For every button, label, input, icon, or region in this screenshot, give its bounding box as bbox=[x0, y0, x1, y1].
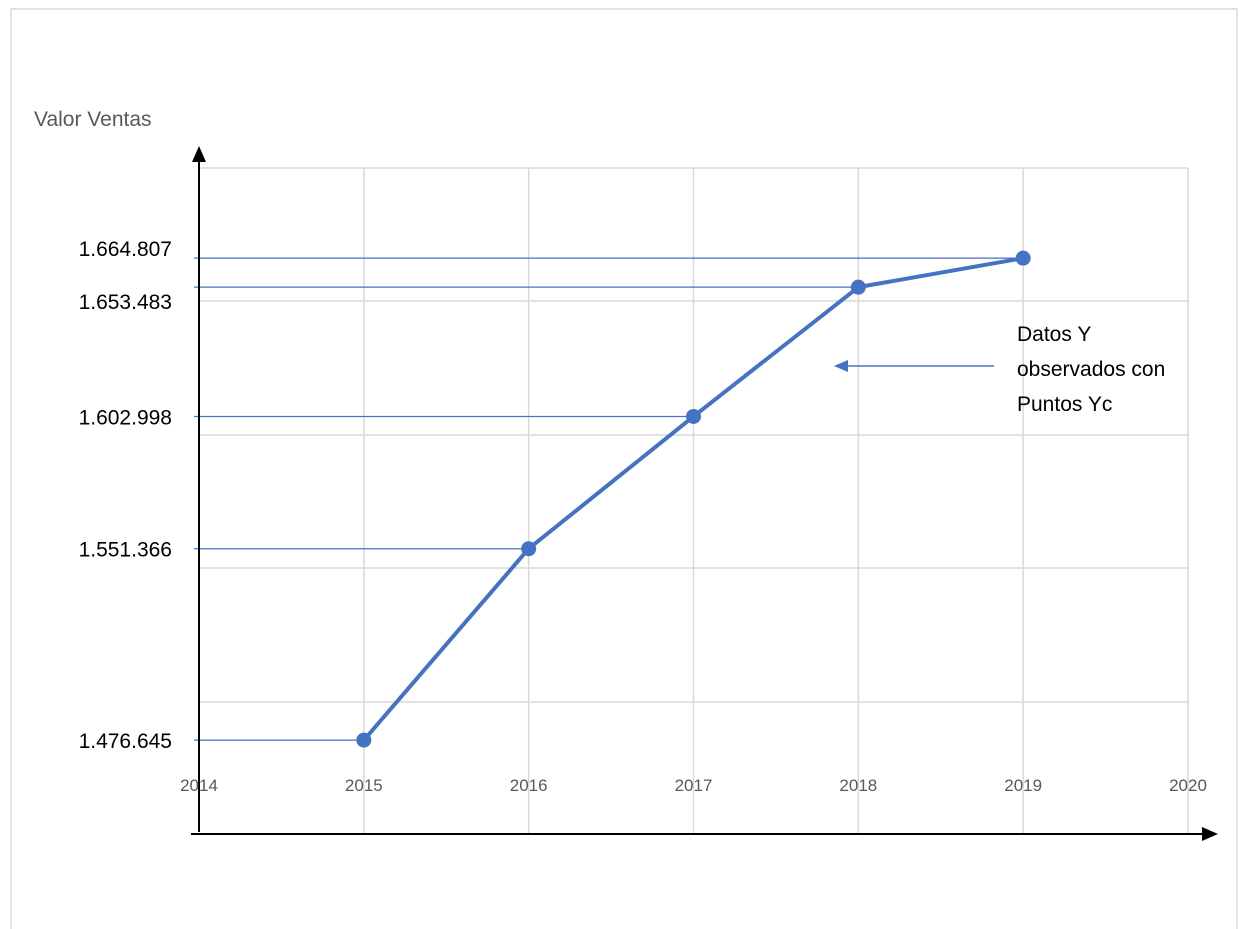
y-value-label: 1.664.807 bbox=[79, 238, 172, 261]
data-point bbox=[686, 408, 701, 424]
data-point bbox=[356, 732, 372, 748]
y-value-label: 1.551.366 bbox=[79, 539, 172, 562]
y-value-label: 1.653.483 bbox=[79, 291, 172, 314]
x-tick-label: 2014 bbox=[180, 776, 218, 795]
annotation-line-2: observados con bbox=[1017, 358, 1165, 381]
annotation-line-3: Puntos Yc bbox=[1017, 393, 1112, 416]
axes bbox=[191, 146, 1218, 841]
data-point bbox=[1015, 250, 1031, 266]
y-value-label: 1.602.998 bbox=[79, 406, 172, 429]
series-line bbox=[356, 250, 1031, 748]
annotation-line-1: Datos Y bbox=[1017, 323, 1091, 346]
chart-frame bbox=[10, 8, 1238, 929]
y-value-labels: 1.664.807 1.653.483 1.602.998 1.551.366 1.47… bbox=[79, 238, 172, 753]
x-tick-label: 2019 bbox=[1004, 776, 1042, 795]
y-axis-title: Valor Ventas bbox=[34, 108, 152, 131]
x-axis-arrow bbox=[1202, 827, 1218, 841]
data-point bbox=[521, 541, 537, 557]
value-reference-lines bbox=[194, 257, 1016, 741]
x-tick-label: 2018 bbox=[839, 776, 877, 795]
y-axis-arrow bbox=[192, 146, 206, 162]
x-tick-label: 2015 bbox=[345, 776, 383, 795]
x-tick-label: 2017 bbox=[675, 776, 713, 795]
x-tick-label: 2016 bbox=[510, 776, 548, 795]
annotation-arrowhead bbox=[834, 360, 848, 372]
data-point bbox=[850, 279, 866, 295]
annotation: Datos Y observados con Puntos Yc bbox=[834, 323, 1165, 416]
y-value-label: 1.476.645 bbox=[79, 730, 172, 753]
x-tick-labels: 2014 2015 2016 2017 2018 2019 2020 bbox=[180, 776, 1207, 795]
gridlines bbox=[199, 167, 1189, 834]
x-tick-label: 2020 bbox=[1169, 776, 1207, 795]
